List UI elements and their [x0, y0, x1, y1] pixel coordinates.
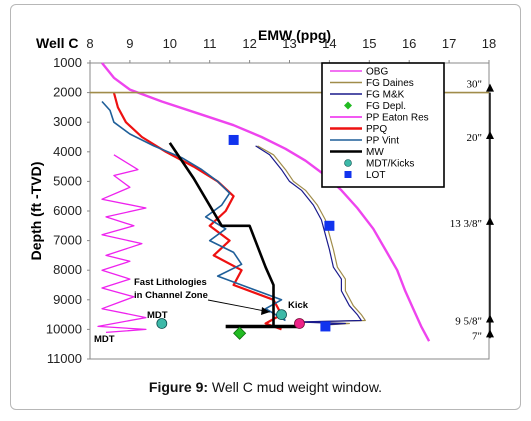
- legend-label-pp-eaton-res: PP Eaton Res: [366, 113, 429, 124]
- legend-box: [321, 62, 445, 188]
- legend-label-fg-m-k: FG M&K: [366, 90, 405, 101]
- casing-shoe-marker: [486, 131, 494, 139]
- casing-shoe-marker: [486, 329, 494, 338]
- legend-label-ppq: PPQ: [366, 124, 387, 135]
- y-tick-label: 9000: [53, 292, 82, 307]
- series-line-mw: [168, 142, 275, 327]
- legend-marker-lot: [344, 171, 352, 178]
- y-tick-label: 7000: [53, 233, 82, 248]
- annotation-arrow-head: [261, 307, 270, 315]
- legend-label-pp-vint: PP Vint: [366, 136, 399, 147]
- casing-label: 9 5/8": [455, 316, 482, 328]
- lot-point: [228, 134, 239, 145]
- legend-label-mw: MW: [366, 147, 384, 158]
- y-tick-label: 5000: [53, 173, 82, 188]
- x-axis-title: EMW (ppg): [258, 27, 331, 43]
- x-tick-label: 11: [203, 36, 217, 51]
- casing-label: 30": [467, 79, 483, 91]
- y-tick-label: 8000: [53, 262, 82, 277]
- figure-caption: Figure 9: Well C mud weight window.: [0, 379, 531, 395]
- annotation-fast-lithologies-1: Fast Lithologies: [134, 277, 207, 288]
- series-line-pp-eaton-res: [97, 154, 147, 334]
- x-tick-label: 8: [86, 36, 93, 51]
- legend-label-fg-depl: FG Depl.: [366, 101, 406, 112]
- kick-point: [294, 318, 305, 329]
- chart-title: Well C: [36, 35, 79, 51]
- casing-label: 7": [472, 330, 482, 342]
- y-tick-label: 3000: [53, 114, 82, 129]
- x-tick-label: 10: [163, 36, 177, 51]
- casing-label: 13 3/8": [450, 218, 482, 230]
- legend-label-obg: OBG: [366, 67, 388, 78]
- lot-point: [320, 321, 331, 332]
- x-tick-label: 16: [402, 36, 416, 51]
- fg-depl-point: [233, 326, 247, 340]
- y-tick-label: 6000: [53, 203, 82, 218]
- legend-label-lot: LOT: [366, 170, 385, 181]
- casing-shoe-marker: [486, 216, 494, 225]
- casing-shoe-marker: [486, 314, 494, 323]
- annotation-mdt-2: MDT: [94, 334, 115, 345]
- annotation-fast-lithologies-2: in Channel Zone: [134, 290, 208, 301]
- legend-label-mdt-kicks: MDT/Kicks: [366, 159, 414, 170]
- annotation-kick: Kick: [288, 300, 309, 311]
- y-axis-title: Depth (ft -TVD): [28, 162, 44, 261]
- annotation-mdt: MDT: [147, 310, 168, 321]
- mud-weight-chart: 8 9 10 11 12 13 14 15 16 17 18 1000 2000 3000 4000 5000…: [28, 27, 496, 366]
- mdt-kick-point: [156, 318, 168, 329]
- x-tick-label: 14: [322, 36, 336, 51]
- x-tick-label: 18: [482, 36, 496, 51]
- caption-label: Figure 9:: [148, 379, 209, 395]
- legend-marker-fg-depl: [344, 101, 352, 110]
- x-tick-label: 13: [282, 36, 296, 51]
- lot-point: [324, 220, 335, 231]
- y-tick-label: 4000: [53, 144, 82, 159]
- y-tick-label: 10000: [46, 321, 82, 336]
- x-tick-label: 15: [362, 36, 376, 51]
- x-tick-label: 9: [126, 36, 133, 51]
- casing-shoe-marker: [486, 83, 494, 92]
- y-tick-label: 1000: [53, 55, 82, 70]
- annotation-arrow-line: [207, 299, 271, 313]
- caption-text: Well C mud weight window.: [208, 379, 383, 395]
- casing-label: 20": [467, 132, 483, 144]
- x-tick-label: 17: [442, 36, 456, 51]
- legend-marker-mdt-kicks: [344, 159, 352, 167]
- y-tick-label: 2000: [53, 85, 82, 100]
- legend-label-fg-daines: FG Daines: [366, 78, 414, 89]
- x-tick-label: 12: [242, 36, 256, 51]
- mdt-kick-point: [276, 309, 287, 321]
- y-tick-label: 11000: [47, 351, 82, 366]
